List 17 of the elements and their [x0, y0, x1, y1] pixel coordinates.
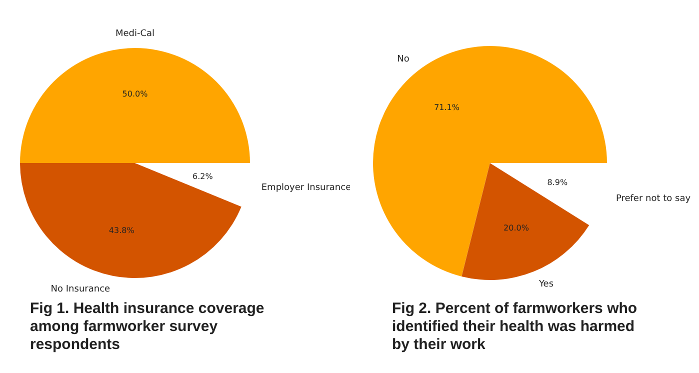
pie-slice	[20, 163, 242, 278]
pie-slice	[373, 46, 607, 277]
data-label: 43.8%	[108, 226, 135, 236]
data-label: 50.0%	[122, 90, 148, 98]
pie-slice	[462, 163, 590, 280]
text: Fig 1. Health insurance coverage among farmworker survey respondents	[30, 300, 266, 354]
slice-label: No	[397, 54, 410, 65]
data-label: 6.2%	[192, 172, 214, 181]
slice-label: Yes	[538, 280, 554, 290]
text: Fig 2. Percent of farmworkers who identified their health was harmed by their work	[392, 300, 638, 354]
slice-label: No Insurance	[50, 284, 111, 294]
data-label: 8.9%	[547, 178, 568, 187]
data-label: 71.1%	[434, 103, 460, 112]
data-label: 20.0%	[504, 224, 530, 233]
slice-label: Medi-Cal	[115, 29, 155, 40]
slice-label: Prefer not to say	[616, 194, 692, 204]
pie-slice	[20, 48, 250, 163]
